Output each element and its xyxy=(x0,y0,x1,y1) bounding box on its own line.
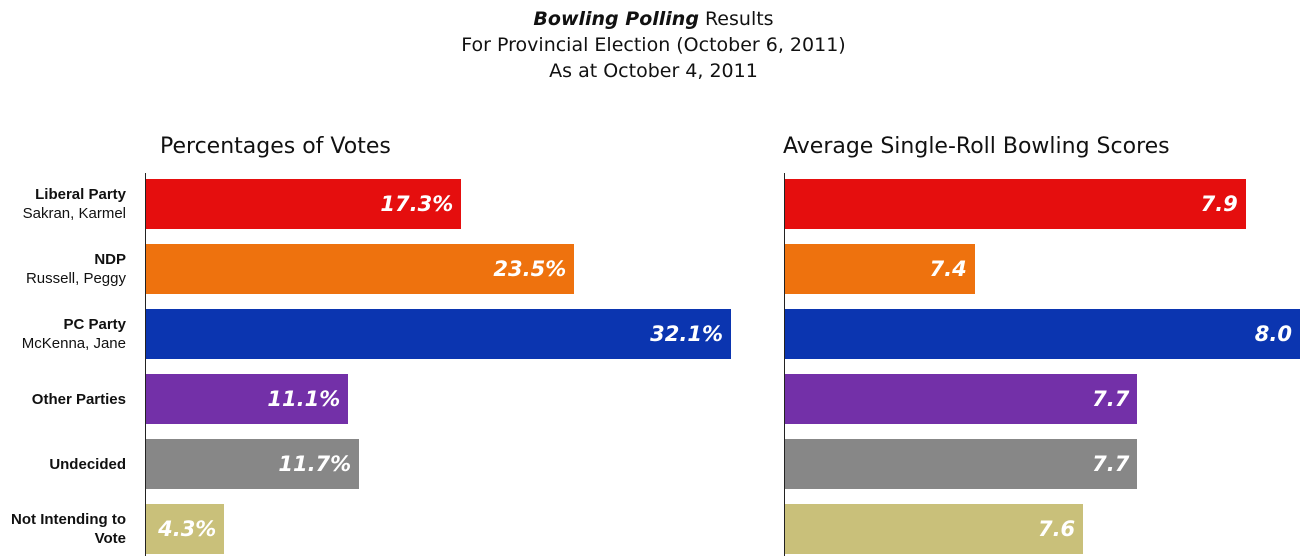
votes-bar xyxy=(146,244,575,294)
category-candidate: McKenna, Jane xyxy=(21,335,126,352)
bowling-bar-label: 7.7 xyxy=(1092,452,1130,476)
title-emphasis: Bowling Polling xyxy=(533,8,699,30)
bowling-bar xyxy=(785,179,1246,229)
bowling-bar-label: 7.9 xyxy=(1200,192,1238,216)
bowling-bar xyxy=(785,244,975,294)
votes-bar-label: 17.3% xyxy=(380,192,454,216)
subtitle-election: For Provincial Election (October 6, 2011… xyxy=(461,34,846,56)
votes-bar xyxy=(146,504,225,554)
votes-bar-label: 11.7% xyxy=(278,452,352,476)
category-candidate: Russell, Peggy xyxy=(25,270,126,287)
category-label: NDP Russell, Peggy xyxy=(0,250,126,288)
votes-bar xyxy=(146,309,731,359)
chart-header: Bowling Polling Results For Provincial E… xyxy=(0,6,1307,84)
votes-bar xyxy=(146,439,360,489)
votes-bar-label: 32.1% xyxy=(650,322,723,346)
category-name: NDP xyxy=(94,251,126,268)
votes-bar-label: 11.1% xyxy=(267,387,341,411)
category-label: Not Intending to Vote xyxy=(0,510,126,548)
bowling-bar-label: 7.4 xyxy=(929,257,967,281)
category-candidate: Sakran, Karmel xyxy=(22,205,126,222)
category-label: Liberal Party Sakran, Karmel xyxy=(0,185,126,223)
title-line: Bowling Polling Results xyxy=(0,6,1307,32)
category-label: Other Parties xyxy=(0,390,126,409)
votes-bar xyxy=(146,374,349,424)
bowling-bar-label: 7.7 xyxy=(1092,387,1130,411)
votes-bar-label: 4.3% xyxy=(158,517,217,541)
bowling-bar xyxy=(785,374,1138,424)
category-name: Liberal Party xyxy=(35,186,126,203)
bowling-bar xyxy=(785,439,1138,489)
bowling-axis-line xyxy=(784,173,785,556)
bowling-bar-label: 8.0 xyxy=(1254,322,1292,346)
bowling-bar xyxy=(785,309,1300,359)
title-rest: Results xyxy=(698,8,774,30)
votes-bar-label: 23.5% xyxy=(493,257,567,281)
category-name: PC Party xyxy=(63,316,126,333)
category-name: Other Parties xyxy=(31,390,126,408)
votes-chart-title: Percentages of Votes xyxy=(160,134,391,159)
bowling-bar-label: 7.6 xyxy=(1037,517,1076,541)
category-name: Not Intending to Vote xyxy=(11,511,126,547)
subtitle-date: As at October 4, 2011 xyxy=(549,60,758,82)
category-label: PC Party McKenna, Jane xyxy=(0,315,126,353)
votes-axis-line xyxy=(145,173,146,556)
bowling-bar xyxy=(785,504,1084,554)
votes-bar xyxy=(146,179,462,229)
category-label: Undecided xyxy=(0,455,126,474)
category-name: Undecided xyxy=(49,455,126,473)
bowling-chart-title: Average Single-Roll Bowling Scores xyxy=(783,134,1170,159)
